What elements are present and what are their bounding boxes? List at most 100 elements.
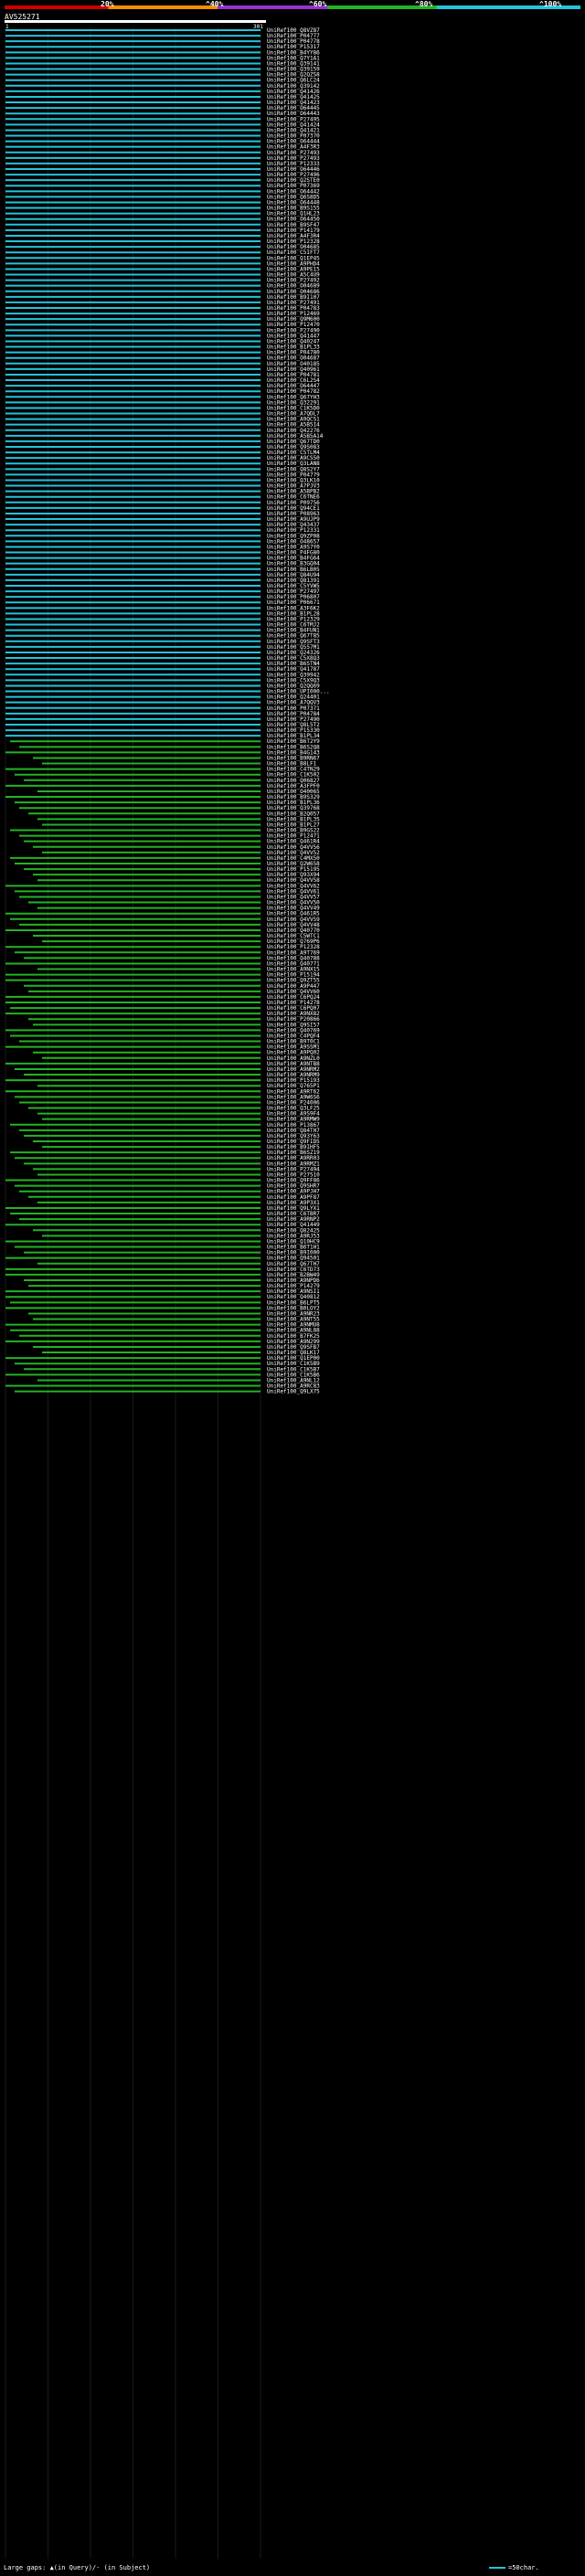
hit-row[interactable]: UniRef100_P13867 — [10, 1122, 320, 1129]
hit-label[interactable]: UniRef100_A9NL88 — [267, 1328, 320, 1334]
hit-row[interactable]: UniRef100_P27490 — [5, 716, 320, 723]
hit-label[interactable]: UniRef100_A3F6K2 — [267, 605, 320, 611]
hit-row[interactable]: UniRef100_B9I107 — [5, 294, 320, 301]
hit-label[interactable]: UniRef100_Q4VV52 — [267, 850, 320, 856]
hit-label[interactable]: UniRef100_Q9SI57 — [267, 1022, 320, 1028]
hit-label[interactable]: UniRef100_B2BW49 — [267, 1272, 320, 1278]
hit-row[interactable]: UniRef100_C4MX50 — [10, 855, 320, 862]
hit-label[interactable]: UniRef100_P27495 — [267, 116, 320, 122]
hit-row[interactable]: UniRef100_C6TMJ2 — [5, 622, 320, 629]
hit-label[interactable]: UniRef100_Q40771 — [267, 960, 320, 967]
hit-label[interactable]: UniRef100_C6L2S4 — [267, 377, 320, 384]
hit-label[interactable]: UniRef100_Q24401 — [267, 694, 320, 701]
hit-label[interactable]: UniRef100_Q39159 — [267, 67, 320, 73]
hit-row[interactable]: UniRef100_Q67TH7 — [37, 1261, 320, 1267]
hit-label[interactable]: UniRef100_P27493 — [267, 155, 320, 162]
hit-label[interactable]: UniRef100_A9RNP2 — [267, 1216, 320, 1223]
hit-label[interactable]: UniRef100_Q9S083 — [267, 444, 320, 451]
hit-label[interactable]: UniRef100_A9NL12 — [267, 1377, 320, 1383]
hit-label[interactable]: UniRef100_P12331 — [267, 527, 320, 534]
hit-label[interactable]: UniRef100_Q9ZP08 — [267, 533, 320, 539]
hit-label[interactable]: UniRef100_P15193 — [267, 1077, 320, 1084]
hit-row[interactable]: UniRef100_P12328 — [5, 944, 320, 950]
hit-label[interactable]: UniRef100_A9RT62 — [267, 1088, 320, 1095]
hit-label[interactable]: UniRef100_A9T769 — [267, 949, 320, 956]
hit-row[interactable]: UniRef100_C6PQ07 — [10, 1005, 320, 1012]
hit-row[interactable]: UniRef100_A9S9F4 — [37, 1111, 320, 1118]
hit-label[interactable]: UniRef100_O64446 — [267, 166, 320, 173]
hit-row[interactable]: UniRef100_Q2QQ69 — [5, 683, 320, 689]
hit-row[interactable]: UniRef100_Q4VV48 — [19, 922, 320, 928]
hit-label[interactable]: UniRef100_A9UJP9 — [267, 516, 320, 523]
hit-row[interactable]: UniRef100_Q41447 — [5, 333, 320, 339]
hit-label[interactable]: UniRef100_Q461R5 — [267, 911, 320, 917]
hit-label[interactable]: UniRef100_O64445 — [267, 105, 320, 111]
hit-label[interactable]: UniRef100_O04689 — [267, 283, 320, 290]
hit-label[interactable]: UniRef100_P07369 — [267, 183, 320, 189]
hit-row[interactable]: UniRef100_Q557M1 — [5, 644, 320, 651]
hit-label[interactable]: UniRef100_A9PF87 — [267, 1194, 320, 1201]
hit-row[interactable]: UniRef100_A5BPB2 — [5, 489, 320, 495]
hit-row[interactable]: UniRef100_Q40961 — [5, 366, 320, 373]
hit-label[interactable]: UniRef100_P12328 — [267, 239, 320, 245]
hit-label[interactable]: UniRef100_C5TLM4 — [267, 450, 320, 456]
hit-row[interactable]: UniRef100_B1PL27 — [42, 822, 320, 828]
hit-row[interactable]: UniRef100_B1PL36 — [15, 800, 320, 806]
hit-label[interactable]: UniRef100_Q43437 — [267, 522, 320, 528]
hit-label[interactable]: UniRef100_P04784 — [267, 711, 320, 717]
hit-label[interactable]: UniRef100_P06807 — [267, 594, 320, 600]
hit-row[interactable]: UniRef100_Q40812 — [5, 1294, 320, 1300]
hit-label[interactable]: UniRef100_B7FK25 — [267, 1333, 320, 1340]
hit-row[interactable]: UniRef100_P4FG80 — [5, 550, 320, 557]
hit-label[interactable]: UniRef100_Q4VV57 — [267, 894, 320, 900]
hit-label[interactable]: UniRef100_O40185 — [267, 361, 320, 367]
hit-label[interactable]: UniRef100_C5IFT7 — [267, 249, 320, 256]
hit-row[interactable]: UniRef100_C5YVW5 — [5, 583, 320, 589]
hit-row[interactable]: UniRef100_A9NR23 — [28, 1310, 320, 1317]
hit-label[interactable]: UniRef100_C6TD73 — [267, 1267, 320, 1273]
hit-label[interactable]: UniRef100_A9RC83 — [267, 1383, 320, 1390]
hit-row[interactable]: UniRef100_Q769P6 — [42, 938, 320, 945]
hit-row[interactable]: UniRef100_B1PL28 — [5, 610, 320, 617]
hit-row[interactable]: UniRef100_P04777 — [5, 33, 320, 39]
hit-row[interactable]: UniRef100_A7QDL7 — [5, 411, 320, 418]
hit-label[interactable]: UniRef100_B6LPT5 — [267, 1299, 320, 1306]
hit-row[interactable]: UniRef100_P27494 — [33, 1166, 320, 1172]
hit-label[interactable]: UniRef100_Q2W658 — [267, 861, 320, 867]
hit-label[interactable]: UniRef100_B4FUN1 — [267, 628, 320, 634]
hit-row[interactable]: UniRef100_A9P3X1 — [37, 1200, 320, 1206]
hit-label[interactable]: UniRef100_B4FG64 — [267, 556, 320, 562]
hit-label[interactable]: UniRef100_Q7Y1A1 — [267, 55, 320, 61]
hit-label[interactable]: UniRef100_Q4VV62 — [267, 883, 320, 889]
hit-row[interactable]: UniRef100_Q84U94 — [5, 572, 320, 578]
hit-row[interactable]: UniRef100_Q41424 — [5, 122, 320, 128]
hit-row[interactable]: UniRef100_A5B5I4 — [5, 422, 320, 429]
hit-row[interactable]: UniRef100_B4FUN1 — [5, 628, 320, 634]
hit-row[interactable]: UniRef100_Q4VV50 — [28, 900, 320, 906]
hit-row[interactable]: UniRef100_P12471 — [19, 833, 320, 840]
hit-label[interactable]: UniRef100_Q40247 — [267, 338, 320, 345]
hit-label[interactable]: UniRef100_C1K5B9 — [267, 1361, 320, 1367]
hit-label[interactable]: UniRef100_Q8LK17 — [267, 1350, 320, 1356]
hit-label[interactable]: UniRef100_Q93X94 — [267, 872, 320, 878]
hit-row[interactable]: UniRef100_Q4VV60 — [28, 989, 320, 995]
hit-label[interactable]: UniRef100_P09756 — [267, 500, 320, 506]
hit-label[interactable]: UniRef100_A5B5I4 — [267, 422, 320, 429]
hit-row[interactable]: UniRef100_A9UJP9 — [5, 516, 320, 523]
hit-label[interactable]: UniRef100_Q67TH7 — [267, 1261, 320, 1267]
hit-row[interactable]: UniRef100_P27495 — [5, 116, 320, 122]
hit-label[interactable]: UniRef100_O04685 — [267, 244, 320, 250]
hit-row[interactable]: UniRef100_Q39768 — [19, 805, 320, 811]
hit-row[interactable]: UniRef100_B4YY86 — [5, 49, 320, 56]
hit-row[interactable]: UniRef100_Q67YH3 — [5, 394, 320, 400]
hit-row[interactable]: UniRef100_B4FG64 — [5, 556, 320, 562]
hit-row[interactable]: UniRef100_Q8LK17 — [42, 1350, 320, 1356]
hit-row[interactable]: UniRef100_O64448 — [5, 199, 320, 206]
hit-row[interactable]: UniRef100_O64445 — [5, 105, 320, 111]
hit-label[interactable]: UniRef100_O64450 — [267, 217, 320, 223]
hit-label[interactable]: UniRef100_Q1EP00 — [267, 1355, 320, 1362]
hit-label[interactable]: UniRef100_Q8VZ87 — [267, 27, 320, 34]
hit-label[interactable]: UniRef100_Q41426 — [267, 89, 320, 95]
hit-label[interactable]: UniRef100_A9PJH7 — [267, 1189, 320, 1195]
hit-label[interactable]: UniRef100_A9NX82 — [267, 1011, 320, 1017]
